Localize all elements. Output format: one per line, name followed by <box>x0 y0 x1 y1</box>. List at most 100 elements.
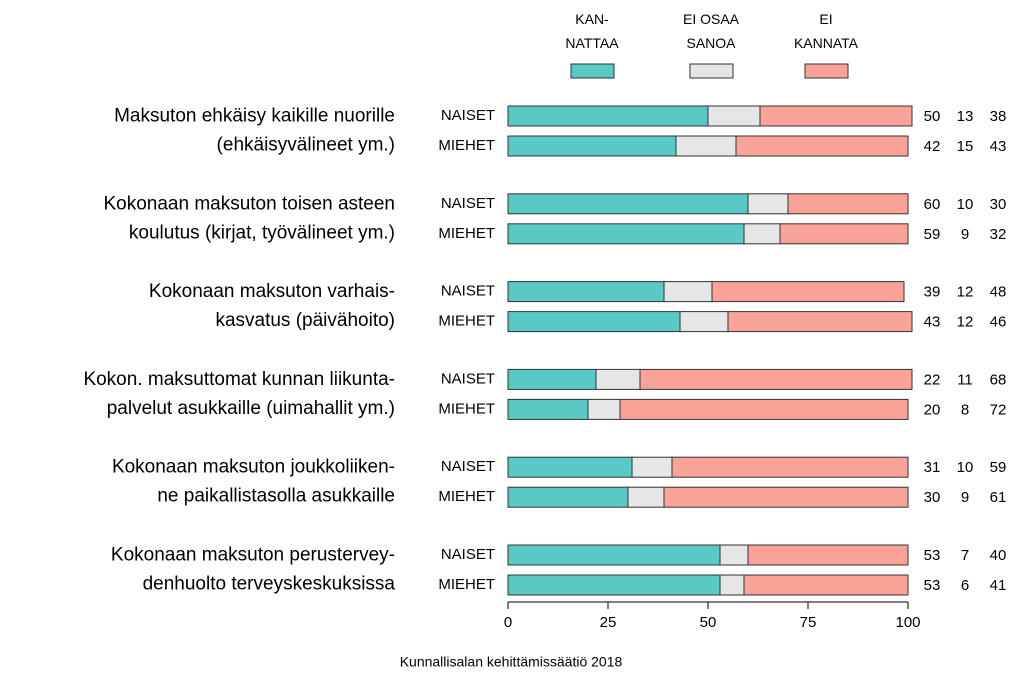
value-label: 59 <box>924 226 941 243</box>
row-label: NAISET <box>441 458 495 475</box>
value-label: 43 <box>924 314 941 331</box>
x-tick-label: 25 <box>600 614 617 631</box>
value-label: 39 <box>924 284 941 301</box>
value-label: 12 <box>957 314 974 331</box>
bar-segment <box>671 456 909 478</box>
bar-segment <box>507 544 721 566</box>
value-label: 46 <box>990 314 1007 331</box>
group-label: Kokonaan maksuton toisen asteen koulutus … <box>103 193 395 243</box>
value-label: 30 <box>924 489 941 506</box>
bar-segment <box>743 574 909 596</box>
bar-segment <box>787 193 909 215</box>
value-label: 68 <box>990 371 1007 388</box>
bar-segment <box>727 311 913 333</box>
bar-segment <box>587 398 621 420</box>
row-label: NAISET <box>441 195 495 212</box>
value-label: 6 <box>961 577 969 594</box>
x-tick-label: 0 <box>504 614 512 631</box>
bar-segment <box>507 456 633 478</box>
bar-segment <box>507 574 721 596</box>
row-label: NAISET <box>441 546 495 563</box>
bar-segment <box>663 281 713 303</box>
value-label: 53 <box>924 547 941 564</box>
legend-swatch <box>689 63 734 79</box>
bar-segment <box>507 311 681 333</box>
group-label: Maksuton ehkäisy kaikille nuorille (ehkäi… <box>114 106 395 156</box>
group-label: Kokon. maksuttomat kunnan liikunta-palve… <box>83 369 395 419</box>
value-label: 53 <box>924 577 941 594</box>
bar-segment <box>719 574 745 596</box>
bar-segment <box>711 281 905 303</box>
value-label: 50 <box>924 108 941 125</box>
value-label: 9 <box>961 489 969 506</box>
value-label: 20 <box>924 401 941 418</box>
bar-segment <box>627 486 665 508</box>
row-label: MIEHET <box>438 488 495 505</box>
bar-segment <box>507 105 709 127</box>
row-label: MIEHET <box>438 400 495 417</box>
value-label: 8 <box>961 401 969 418</box>
row-label: NAISET <box>441 370 495 387</box>
bar-segment <box>507 486 629 508</box>
x-tick-label: 100 <box>895 614 920 631</box>
value-label: 22 <box>924 371 941 388</box>
value-label: 40 <box>990 547 1007 564</box>
bar-segment <box>743 223 781 245</box>
bar-segment <box>507 368 597 390</box>
value-label: 13 <box>957 108 974 125</box>
bar-segment <box>675 135 737 157</box>
value-label: 11 <box>957 371 973 388</box>
bar-segment <box>507 398 589 420</box>
bar-segment <box>507 223 745 245</box>
legend-label: KAN-NATTAA <box>565 11 619 51</box>
value-label: 10 <box>957 459 974 476</box>
value-label: 32 <box>990 226 1007 243</box>
row-label: MIEHET <box>438 576 495 593</box>
row-label: NAISET <box>441 107 495 124</box>
row-label: MIEHET <box>438 225 495 242</box>
legend-swatch <box>570 63 615 79</box>
bar-segment <box>639 368 913 390</box>
value-label: 48 <box>990 284 1007 301</box>
value-label: 30 <box>990 196 1007 213</box>
value-label: 72 <box>990 401 1007 418</box>
bar-segment <box>679 311 729 333</box>
value-label: 7 <box>961 547 969 564</box>
group-label: Kokonaan maksuton joukkoliiken-ne paikal… <box>112 457 395 507</box>
row-label: NAISET <box>441 283 495 300</box>
value-label: 42 <box>924 138 941 155</box>
bar-segment <box>747 544 909 566</box>
bar-segment <box>595 368 641 390</box>
value-label: 10 <box>957 196 974 213</box>
value-label: 15 <box>957 138 974 155</box>
bar-segment <box>719 544 749 566</box>
x-tick-label: 75 <box>800 614 817 631</box>
legend-label: EI KANNATA <box>794 11 859 51</box>
bar-segment <box>507 135 677 157</box>
group-label: Kokonaan maksuton perustervey-denhuolto … <box>111 545 396 595</box>
value-label: 60 <box>924 196 941 213</box>
bar-segment <box>735 135 909 157</box>
bar-segment <box>631 456 673 478</box>
value-label: 12 <box>957 284 974 301</box>
bar-segment <box>707 105 761 127</box>
value-label: 59 <box>990 459 1007 476</box>
bar-segment <box>507 281 665 303</box>
value-label: 41 <box>990 577 1007 594</box>
value-label: 31 <box>924 459 941 476</box>
legend-swatch <box>804 63 849 79</box>
group-label: Kokonaan maksuton varhais-kasvatus (päiv… <box>149 281 395 331</box>
bar-segment <box>779 223 909 245</box>
row-label: MIEHET <box>438 137 495 154</box>
bar-segment <box>747 193 789 215</box>
value-label: 43 <box>990 138 1007 155</box>
value-label: 9 <box>961 226 969 243</box>
bar-segment <box>507 193 749 215</box>
legend-label: EI OSAA SANOA <box>683 11 740 51</box>
bar-segment <box>759 105 913 127</box>
value-label: 61 <box>990 489 1007 506</box>
bar-segment <box>619 398 909 420</box>
bar-segment <box>663 486 909 508</box>
row-label: MIEHET <box>438 313 495 330</box>
